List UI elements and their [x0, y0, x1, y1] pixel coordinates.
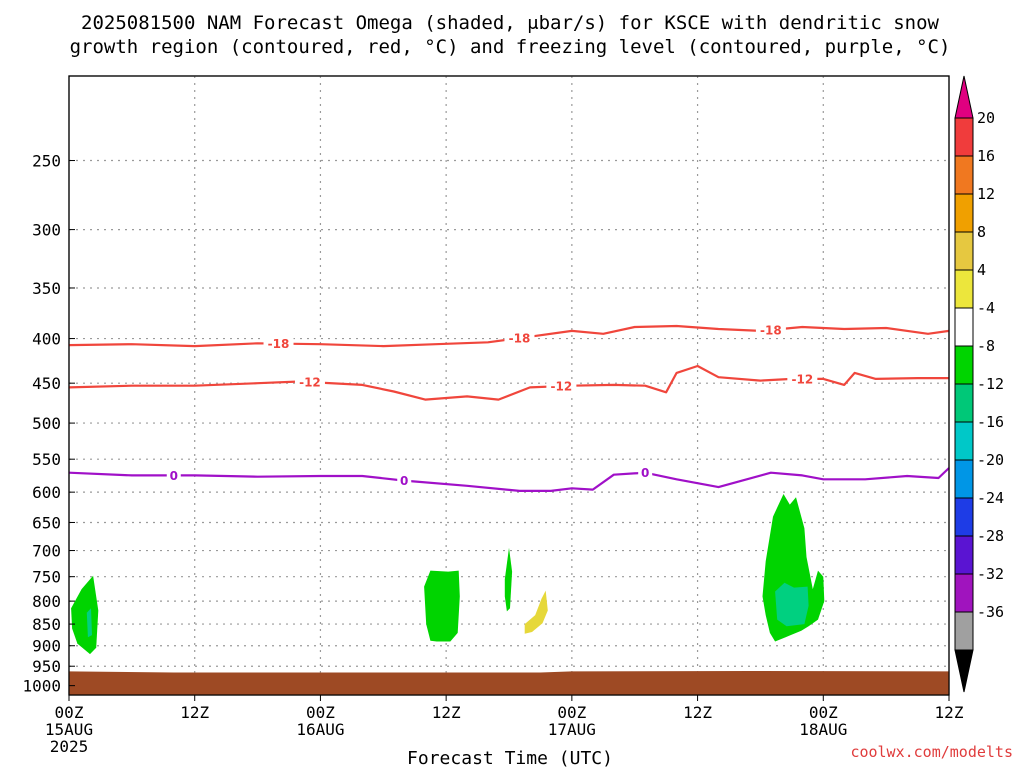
colorbar-swatch: [954, 155, 974, 195]
colorbar-swatch: [954, 383, 974, 423]
contour-label-bg: [294, 375, 325, 390]
y-tick-label: 600: [32, 483, 61, 502]
colorbar-top-arrow: [954, 75, 974, 119]
y-tick-label: 700: [32, 542, 61, 561]
y-axis-pressure-labels: 250 300 350 400 450 500 550 600 650 700 750 800 850 9…: [22, 152, 75, 696]
x-tick-label: 00Z: [557, 703, 586, 722]
colorbar-swatch: [954, 573, 974, 613]
x-tick-label: 18AUG: [799, 720, 847, 739]
colorbar-label: 20: [977, 109, 995, 127]
contour-label: 0: [400, 474, 408, 488]
colorbar-swatch: [954, 117, 974, 157]
x-axis-title: Forecast Time (UTC): [407, 748, 613, 768]
y-tick-label: 500: [32, 414, 61, 433]
y-tick-label: 950: [32, 657, 61, 676]
contour-label-bg: [787, 371, 818, 386]
omega-region-6: [775, 582, 809, 627]
y-tick-label: 900: [32, 637, 61, 656]
x-tick-label: 12Z: [180, 703, 209, 722]
colorbar-label: -12: [977, 375, 1004, 393]
plot-area: -18 -18 -18 -12 -12 -12 0 0 0 250 300 350 400 450 500…: [22, 75, 964, 756]
x-tick-label: 12Z: [432, 703, 461, 722]
y-tick-label: 350: [32, 279, 61, 298]
x-tick-label: 16AUG: [296, 720, 344, 739]
omega-region-2: [424, 570, 460, 642]
y-tick-label: 250: [32, 152, 61, 171]
contour-label: -18: [509, 332, 531, 346]
colorbar-label: 12: [977, 185, 995, 203]
y-tick-label: 750: [32, 568, 61, 587]
y-tick-label: 800: [32, 592, 61, 611]
chart-title-line1: 2025081500 NAM Forecast Omega (shaded, μ…: [81, 12, 939, 34]
contour-label: -12: [551, 380, 573, 394]
y-tick-label: 400: [32, 330, 61, 349]
colorbar-swatch: [954, 535, 974, 575]
contour-label: -18: [268, 337, 290, 351]
credit-link[interactable]: coolwx.com/modelts: [850, 743, 1013, 761]
omega-shaded-regions: [71, 494, 825, 655]
colorbar-label: -24: [977, 489, 1004, 507]
contour-label-bg: [397, 473, 412, 488]
omega-region-3: [504, 547, 513, 612]
y-tick-label: 650: [32, 513, 61, 532]
colorbar-label: 8: [977, 223, 986, 241]
y-tick-label: 1000: [22, 677, 61, 696]
omega-region-4: [524, 590, 548, 634]
colorbar-swatch: [954, 307, 974, 347]
x-tick-label: 2025: [50, 737, 89, 756]
y-tick-label: 300: [32, 221, 61, 240]
x-tick-label: 00Z: [809, 703, 838, 722]
colorbar-swatch: [954, 269, 974, 309]
colorbar-label: -36: [977, 603, 1004, 621]
chart-title-line2: growth region (contoured, red, °C) and f…: [70, 36, 951, 58]
colorbar-label: -8: [977, 337, 995, 355]
contour-label: -12: [299, 376, 321, 390]
contour-label-bg: [166, 468, 181, 483]
x-tick-label: 12Z: [683, 703, 712, 722]
colorbar-swatch: [954, 345, 974, 385]
contour-label-bg: [504, 331, 535, 346]
colorbar-bottom-arrow: [954, 649, 974, 693]
contour-label-bg: [546, 379, 577, 394]
colorbar-swatch: [954, 459, 974, 499]
temperature-contours: -18 -18 -18 -12 -12 -12 0 0 0: [68, 322, 950, 492]
colorbar-label: -28: [977, 527, 1004, 545]
colorbar-swatch: [954, 231, 974, 271]
x-tick-label: 00Z: [306, 703, 335, 722]
plot-frame-outline: [68, 75, 950, 696]
ground-fill: [69, 671, 949, 695]
omega-colorbar: 20 16 12 8 4 -4 -8 -12 -16 -20 -24 -28 -32 -36: [954, 75, 1004, 693]
colorbar-label: 16: [977, 147, 995, 165]
ground-layer: [69, 671, 949, 695]
colorbar-label: -32: [977, 565, 1004, 583]
colorbar-label: 4: [977, 261, 986, 279]
colorbar-label: -20: [977, 451, 1004, 469]
colorbar-swatch: [954, 193, 974, 233]
contour-label: 0: [641, 466, 649, 480]
x-tick-label: 12Z: [935, 703, 964, 722]
contour-label: 0: [170, 469, 178, 483]
contour-label-bg: [263, 336, 294, 351]
contour-line-2: [68, 467, 950, 492]
x-tick-label: 15AUG: [45, 720, 93, 739]
contour-label: -18: [760, 323, 782, 337]
x-tick-label: 17AUG: [548, 720, 596, 739]
contour-label-bg: [638, 465, 653, 480]
colorbar-label: -4: [977, 299, 995, 317]
colorbar-swatch: [954, 421, 974, 461]
contour-label-bg: [755, 322, 786, 337]
omega-region-1: [86, 608, 92, 638]
x-tick-label: 00Z: [55, 703, 84, 722]
contour-label: -12: [791, 372, 813, 386]
y-tick-label: 850: [32, 615, 61, 634]
colorbar-swatch: [954, 611, 974, 651]
colorbar-label: -16: [977, 413, 1004, 431]
colorbar-swatch: [954, 497, 974, 537]
y-tick-label: 450: [32, 374, 61, 393]
y-tick-label: 550: [32, 450, 61, 469]
